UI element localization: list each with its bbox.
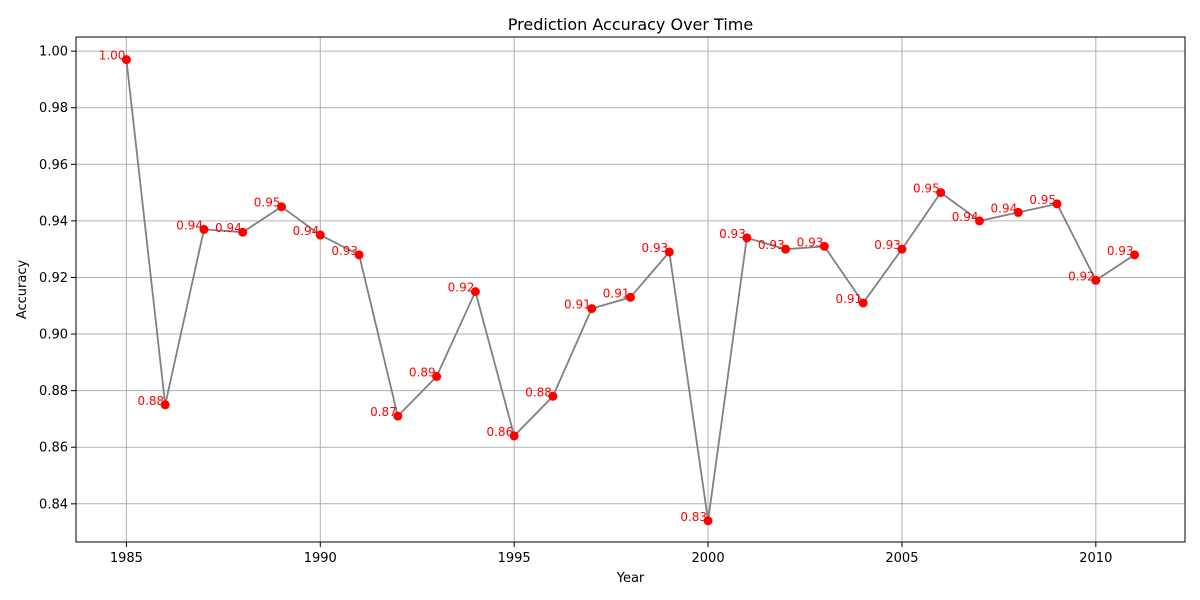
y-tick-label: 0.98 xyxy=(39,101,68,116)
data-point xyxy=(936,188,946,198)
x-tick-label: 1990 xyxy=(304,551,337,566)
data-point xyxy=(354,250,364,260)
data-point xyxy=(1091,275,1101,285)
data-label: 1.00 xyxy=(99,49,126,63)
data-label: 0.94 xyxy=(215,221,242,235)
data-label: 0.92 xyxy=(448,281,475,295)
data-point xyxy=(470,287,480,297)
data-points xyxy=(121,55,1140,526)
data-point xyxy=(548,391,558,401)
data-label: 0.94 xyxy=(176,218,203,232)
data-point xyxy=(1052,199,1062,209)
data-labels: 1.00 0.88 0.94 0.94 0.95 0.94 0.93 0.87 0.89 0.92… xyxy=(99,49,1134,524)
data-label: 0.92 xyxy=(1068,269,1095,283)
data-point xyxy=(1013,207,1023,217)
y-tick-label: 0.88 xyxy=(39,384,68,399)
data-point xyxy=(781,244,791,254)
data-point xyxy=(819,241,829,251)
data-label: 0.94 xyxy=(952,210,979,224)
data-label: 0.86 xyxy=(486,425,513,439)
y-tick-label: 1.00 xyxy=(39,45,68,60)
plot-frame xyxy=(75,36,1186,543)
data-label: 0.93 xyxy=(874,238,901,252)
data-label: 0.94 xyxy=(991,201,1018,215)
data-label: 0.87 xyxy=(370,405,397,419)
data-point xyxy=(858,298,868,308)
data-point xyxy=(432,371,442,381)
data-point xyxy=(626,292,635,302)
data-point xyxy=(393,411,403,421)
data-point xyxy=(664,247,674,257)
chart-title: Prediction Accuracy Over Time xyxy=(508,15,753,34)
y-tick-label: 0.92 xyxy=(39,271,68,286)
data-point xyxy=(897,244,907,254)
data-point xyxy=(1130,250,1140,260)
x-tick-label: 1985 xyxy=(110,551,143,566)
data-label: 0.93 xyxy=(642,241,669,255)
y-axis-ticks: 0.84 0.86 0.88 0.90 0.92 0.94 0.96 0.98 1.00 xyxy=(39,45,76,512)
x-tick-label: 1995 xyxy=(498,551,531,566)
series xyxy=(125,59,1136,521)
data-label: 0.95 xyxy=(1029,193,1056,207)
y-tick-label: 0.94 xyxy=(39,214,68,229)
data-label: 0.89 xyxy=(409,365,436,379)
data-point xyxy=(509,431,519,441)
data-label: 0.91 xyxy=(564,298,591,312)
data-point xyxy=(742,233,752,243)
x-tick-label: 2010 xyxy=(1079,551,1112,566)
data-label: 0.83 xyxy=(680,510,707,524)
x-axis-ticks: 1985 1990 1995 2000 2005 2010 xyxy=(110,542,1112,566)
x-tick-label: 2000 xyxy=(692,551,725,566)
y-axis-label: Accuracy xyxy=(15,260,30,320)
data-label: 0.93 xyxy=(1107,244,1134,258)
y-tick-label: 0.96 xyxy=(39,158,68,173)
data-point xyxy=(238,227,248,237)
data-label: 0.94 xyxy=(293,224,320,238)
y-tick-label: 0.90 xyxy=(39,328,68,343)
data-point xyxy=(703,516,713,526)
data-point xyxy=(277,202,287,212)
data-point xyxy=(974,216,984,226)
data-label: 0.93 xyxy=(719,227,746,241)
data-point xyxy=(160,400,170,410)
y-tick-label: 0.86 xyxy=(39,441,68,456)
data-label: 0.91 xyxy=(835,292,862,306)
data-point xyxy=(199,224,209,234)
x-tick-label: 2005 xyxy=(885,551,918,566)
data-label: 0.95 xyxy=(913,182,940,196)
data-label: 0.93 xyxy=(331,244,358,258)
data-label: 0.88 xyxy=(525,385,552,399)
data-point xyxy=(587,304,597,314)
data-point xyxy=(121,55,131,65)
data-label: 0.88 xyxy=(137,394,164,408)
data-label: 0.93 xyxy=(797,235,824,249)
accuracy-line xyxy=(125,59,1136,521)
data-label: 0.95 xyxy=(254,196,281,210)
data-label: 0.93 xyxy=(758,238,785,252)
data-point xyxy=(315,230,325,240)
y-tick-label: 0.84 xyxy=(39,497,68,512)
grid xyxy=(76,37,1185,542)
data-label: 0.91 xyxy=(603,286,630,300)
x-axis-label: Year xyxy=(616,571,645,586)
